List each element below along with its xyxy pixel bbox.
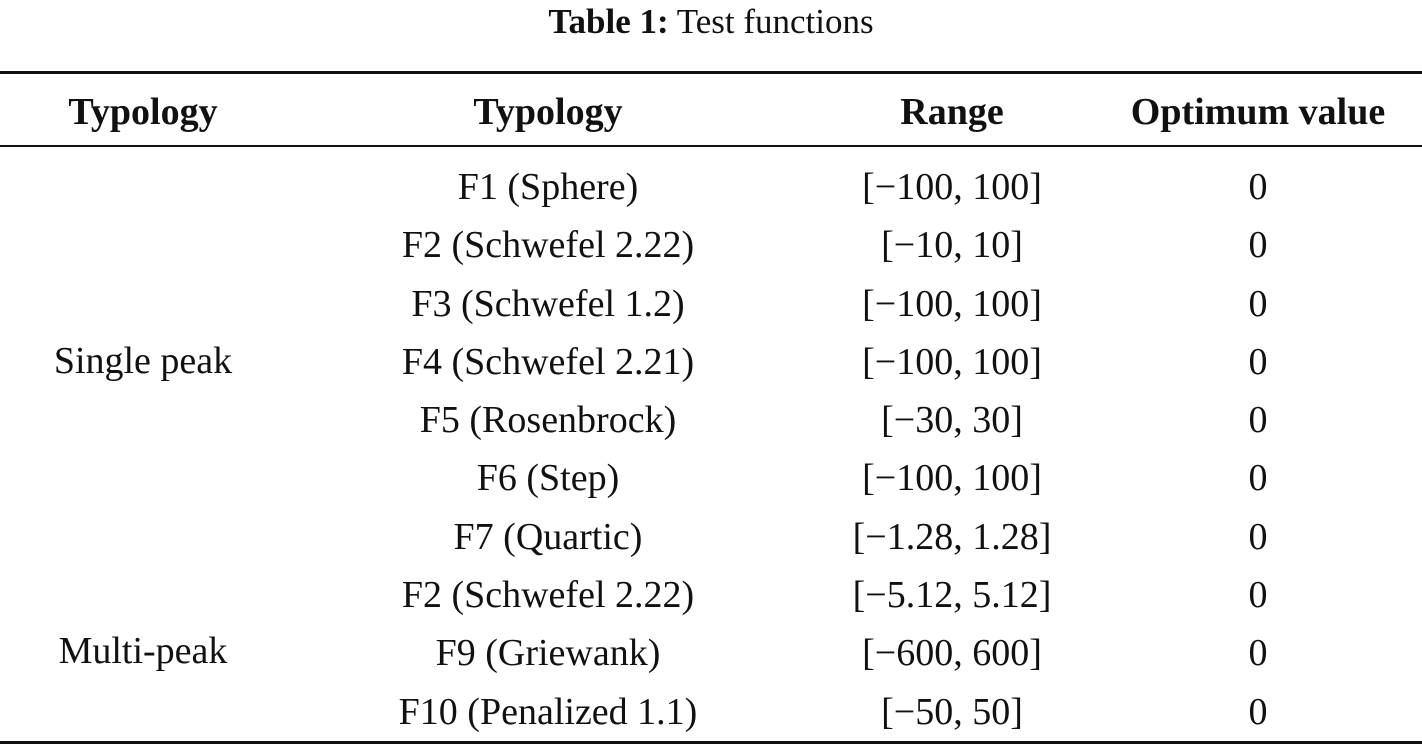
function-cell: F7 (Quartic) (453, 515, 643, 558)
table-row: F6 (Step) [−100, 100] 0 (0, 449, 1422, 507)
bottom-rule (0, 741, 1422, 744)
caption-text: Test functions (676, 2, 874, 41)
top-rule (0, 71, 1422, 74)
table-row: F4 (Schwefel 2.21) [−100, 100] 0 (0, 333, 1422, 391)
optimum-cell: 0 (1248, 224, 1268, 267)
optimum-cell: 0 (1248, 457, 1268, 500)
optimum-cell: 0 (1248, 632, 1268, 675)
function-cell: F3 (Schwefel 1.2) (411, 282, 685, 325)
header-typology-function: Typology (473, 91, 623, 133)
table-row: F7 (Quartic) [−1.28, 1.28] 0 (0, 508, 1422, 566)
function-cell: F4 (Schwefel 2.21) (401, 340, 695, 383)
table-row: F3 (Schwefel 1.2) [−100, 100] 0 (0, 275, 1422, 333)
group-label-multi-peak: Multi-peak (58, 630, 228, 672)
function-cell: F10 (Penalized 1.1) (398, 690, 698, 733)
range-cell: [−30, 30] (881, 399, 1023, 442)
range-cell: [−600, 600] (862, 632, 1042, 675)
function-cell: F9 (Griewank) (435, 632, 661, 675)
function-cell: F5 (Rosenbrock) (419, 399, 677, 442)
table-row: F1 (Sphere) [−100, 100] 0 (0, 158, 1422, 216)
optimum-cell: 0 (1248, 340, 1268, 383)
range-cell: [−10, 10] (881, 224, 1023, 267)
function-cell: F2 (Schwefel 2.22) (401, 224, 695, 267)
function-cell: F2 (Schwefel 2.22) (401, 574, 695, 617)
optimum-cell: 0 (1248, 690, 1268, 733)
range-cell: [−100, 100] (862, 340, 1042, 383)
range-cell: [−100, 100] (862, 282, 1042, 325)
optimum-cell: 0 (1248, 166, 1268, 208)
group-label-single-peak: Single peak (53, 340, 233, 382)
table-body: F1 (Sphere) [−100, 100] 0 F2 (Schwefel 2… (0, 158, 1422, 741)
range-cell: [−100, 100] (862, 166, 1042, 208)
range-cell: [−50, 50] (881, 690, 1023, 733)
table-row: F10 (Penalized 1.1) [−50, 50] 0 (0, 683, 1422, 741)
header-typology-group: Typology (68, 91, 218, 133)
optimum-cell: 0 (1248, 399, 1268, 442)
table-row: F9 (Griewank) [−600, 600] 0 (0, 624, 1422, 682)
table-caption: Table 1: Test functions (0, 0, 1422, 44)
table-row: F2 (Schwefel 2.22) [−5.12, 5.12] 0 (0, 566, 1422, 624)
header-rule (0, 145, 1422, 147)
optimum-cell: 0 (1248, 282, 1268, 325)
range-cell: [−100, 100] (862, 457, 1042, 500)
table-row: F5 (Rosenbrock) [−30, 30] 0 (0, 391, 1422, 449)
range-cell: [−5.12, 5.12] (852, 574, 1052, 617)
header-optimum-value: Optimum value (1130, 91, 1386, 133)
function-cell: F1 (Sphere) (457, 166, 639, 208)
table-row: F2 (Schwefel 2.22) [−10, 10] 0 (0, 216, 1422, 274)
optimum-cell: 0 (1248, 574, 1268, 617)
caption-label: Table 1: (548, 2, 669, 41)
function-cell: F6 (Step) (476, 457, 620, 500)
optimum-cell: 0 (1248, 515, 1268, 558)
range-cell: [−1.28, 1.28] (852, 515, 1052, 558)
header-range: Range (900, 91, 1004, 133)
